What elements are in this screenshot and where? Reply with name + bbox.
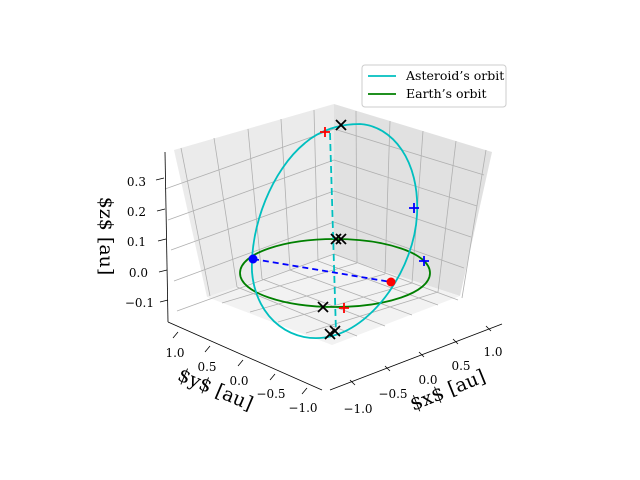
line-of-apsides xyxy=(329,132,337,333)
grid-line xyxy=(164,128,335,190)
z-tick-mark xyxy=(157,238,167,242)
red-plus-markers xyxy=(320,127,349,313)
grid-line xyxy=(355,110,358,264)
x-tick-label: −1.0 xyxy=(343,402,372,416)
z-tick-mark xyxy=(155,177,165,181)
axis-lines xyxy=(164,151,503,391)
node-point-red xyxy=(386,277,396,287)
grid-line xyxy=(333,159,478,207)
earth-orbit-line xyxy=(239,238,431,308)
y-tick-mark xyxy=(237,359,244,367)
grid-line xyxy=(213,137,238,288)
x-tick-mark xyxy=(485,325,492,332)
grid-line xyxy=(173,221,335,282)
red-plus-marker xyxy=(320,127,330,137)
legend: Asteroid’s orbit Earth’s orbit xyxy=(361,64,507,108)
blue-plus-marker xyxy=(419,256,429,266)
z-tick-label: −0.1 xyxy=(125,296,154,310)
z-tick-mark xyxy=(159,299,169,303)
asteroid-orbit-line xyxy=(251,123,419,339)
y-tick-label: 1.0 xyxy=(165,346,184,360)
legend-label-earth: Earth’s orbit xyxy=(406,86,487,101)
line-of-nodes xyxy=(252,258,392,283)
blue-plus-markers xyxy=(409,203,429,266)
grid-line xyxy=(180,147,211,297)
grid-line xyxy=(247,128,263,280)
legend-box xyxy=(361,64,507,108)
grid-line xyxy=(170,190,335,251)
y-tick-mark xyxy=(204,345,211,353)
pane-right xyxy=(334,104,492,296)
y-tick-label: −0.5 xyxy=(256,387,285,401)
grid-line xyxy=(437,140,457,293)
black-x-marker xyxy=(330,233,342,245)
tick-marks xyxy=(155,177,492,395)
red-plus-marker xyxy=(339,303,349,313)
z-tick-mark xyxy=(158,269,168,273)
blue-plus-marker xyxy=(409,203,419,213)
black-x-markers xyxy=(317,119,347,340)
grid-lines xyxy=(164,109,487,337)
y-tick-labels: 1.0 0.5 0.0 −0.5 −1.0 xyxy=(165,346,317,415)
x-tick-label: 0.5 xyxy=(451,359,470,373)
y-tick-label: −1.0 xyxy=(288,401,317,415)
x-tick-labels: −1.0 −0.5 0.0 0.5 1.0 xyxy=(343,345,502,416)
y-tick-label: 0.5 xyxy=(197,360,216,374)
grid-line xyxy=(461,149,487,299)
x-tick-mark xyxy=(452,338,459,345)
x-tick-mark xyxy=(418,351,425,358)
x-tick-label: −0.5 xyxy=(378,387,407,401)
y-axis-line xyxy=(167,321,323,391)
x-tick-mark xyxy=(349,379,356,386)
y-tick-mark xyxy=(172,331,179,339)
black-x-marker xyxy=(324,328,336,340)
z-tick-label: 0.3 xyxy=(127,175,146,189)
grid-line xyxy=(333,128,485,176)
z-tick-label: 0.1 xyxy=(127,235,146,249)
grid-line xyxy=(333,221,465,269)
grid-line xyxy=(289,269,413,316)
z-tick-label: 0.2 xyxy=(127,205,146,219)
grid-line xyxy=(317,260,439,306)
x-axis-line xyxy=(329,323,503,391)
grid-line xyxy=(176,253,335,312)
x-tick-mark xyxy=(384,365,391,372)
black-x-marker xyxy=(335,233,347,245)
grid-line xyxy=(280,118,291,271)
black-x-marker xyxy=(335,119,347,131)
grid-line xyxy=(249,273,386,313)
grid-line xyxy=(167,159,335,221)
x-tick-label: 1.0 xyxy=(483,345,502,359)
node-point-blue xyxy=(248,254,258,264)
y-tick-label: 0.0 xyxy=(229,374,248,388)
z-tick-mark xyxy=(156,208,166,212)
z-tick-label: 0.0 xyxy=(129,266,148,280)
y-tick-mark xyxy=(269,373,276,381)
grid-line xyxy=(384,120,391,275)
black-x-marker xyxy=(317,301,329,313)
black-x-marker xyxy=(329,325,341,337)
z-axis-line xyxy=(164,151,169,323)
x-tick-label: 0.0 xyxy=(418,373,437,387)
legend-label-asteroid: Asteroid’s orbit xyxy=(405,68,504,83)
y-tick-mark xyxy=(301,387,308,395)
z-axis-label: $z$ [au] xyxy=(95,197,117,276)
z-tick-labels: −0.1 0.0 0.1 0.2 0.3 xyxy=(125,175,154,310)
